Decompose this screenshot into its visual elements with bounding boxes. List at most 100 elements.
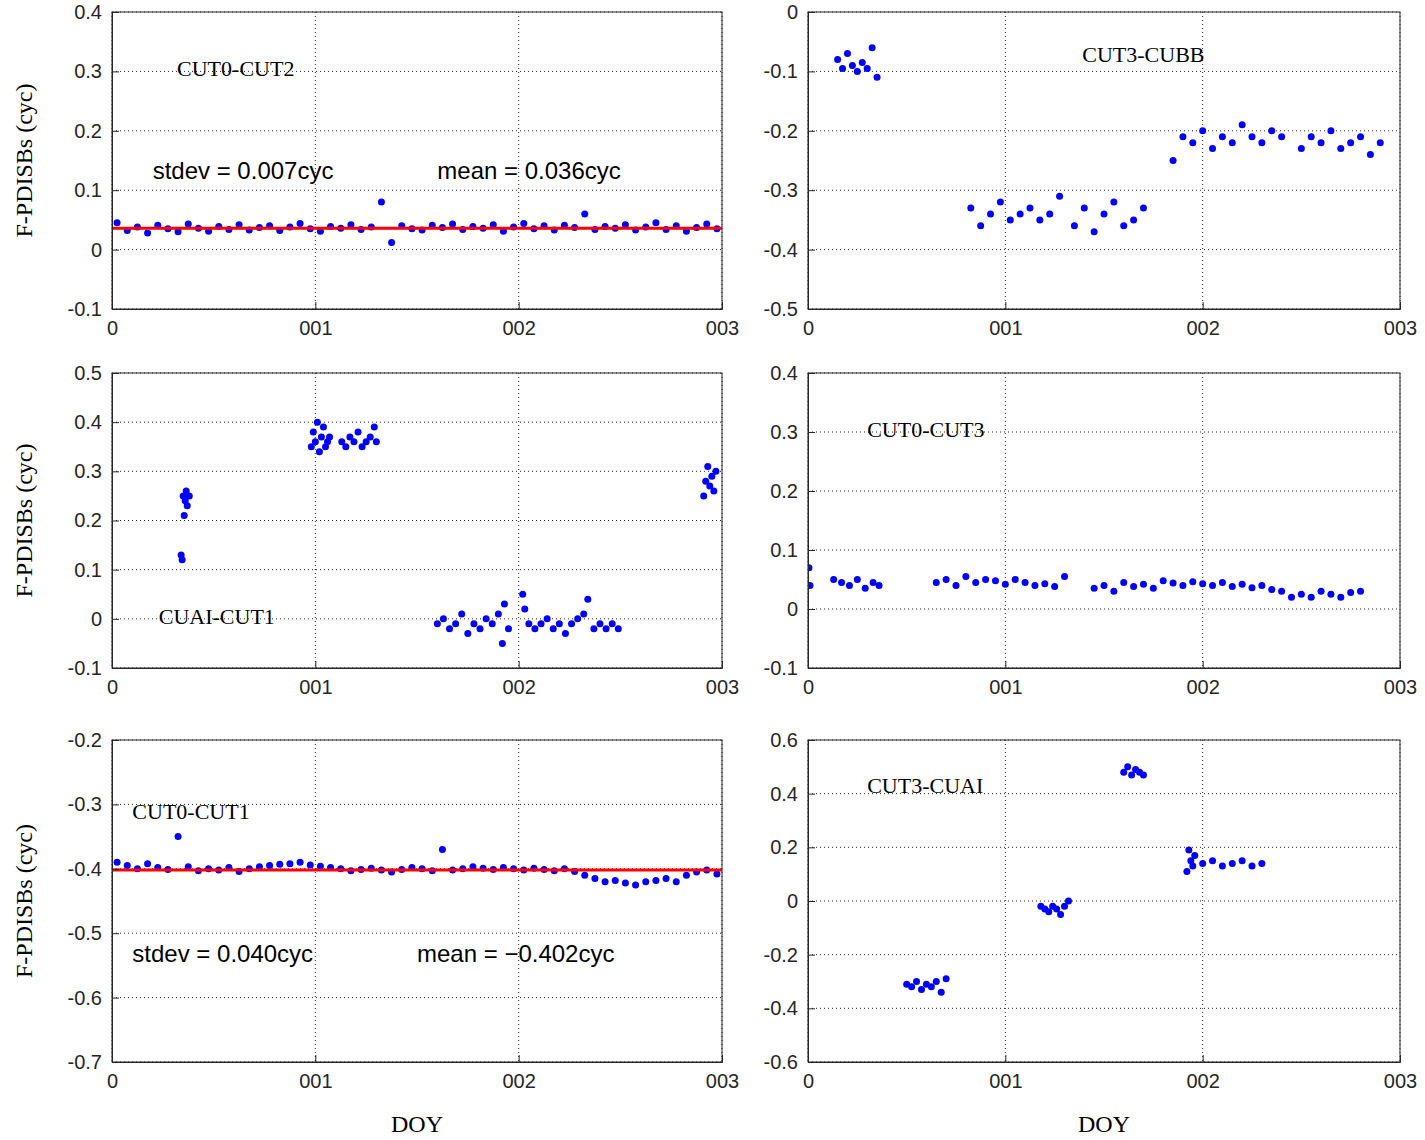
x-tick-label: 003 (706, 1070, 739, 1092)
y-tick-mark (808, 250, 815, 251)
scatter-point (449, 221, 456, 228)
scatter-point (184, 502, 191, 509)
y-tick-mark (808, 794, 815, 795)
y-tick-mark (112, 619, 119, 620)
grid-line-y (808, 130, 1400, 131)
y-tick-label: 0.2 (74, 120, 102, 142)
scatter-point (683, 872, 690, 879)
y-tick: -0.4 (764, 239, 815, 261)
y-tick-mark (808, 901, 815, 902)
y-tick: 0.2 (74, 509, 119, 531)
scatter-point (1239, 121, 1246, 128)
x-axis: 0001002003 (803, 302, 1417, 339)
grid-line-y (808, 550, 1400, 551)
x-axis: 0001002003 (107, 302, 739, 339)
x-tick-label: 002 (502, 317, 535, 339)
y-tick: -0.1 (68, 298, 119, 320)
x-tick-mark (1005, 661, 1006, 668)
y-tick-label: 0.4 (74, 1, 102, 23)
scatter-point (521, 606, 528, 613)
scatter-point (568, 620, 575, 627)
scatter-point (854, 68, 861, 75)
y-axis-title: F-PDISBs (cyc) (11, 84, 37, 238)
scatter-point (1258, 582, 1265, 589)
grid-line-x (1202, 373, 1203, 668)
scatter-point (378, 199, 385, 206)
scatter-point (483, 615, 490, 622)
scatter-point (1065, 898, 1072, 905)
y-tick-mark (112, 1062, 119, 1063)
y-tick-label: -0.3 (68, 793, 102, 815)
scatter-point (1219, 579, 1226, 586)
x-tick: 002 (1186, 302, 1219, 339)
scatter-point (933, 978, 940, 985)
panel-label: CUT0-CUT1 (132, 799, 249, 824)
statistic-label: stdev = 0.040cyc (132, 940, 313, 967)
y-tick: -0.3 (764, 179, 815, 201)
scatter-point (1185, 847, 1192, 854)
x-tick-label: 003 (706, 317, 739, 339)
scatter-point (830, 576, 837, 583)
y-tick: 0.2 (770, 836, 815, 858)
scatter-point (953, 582, 960, 589)
y-tick: 0 (787, 598, 815, 620)
scatter-point (312, 438, 319, 445)
scatter-point (908, 983, 915, 990)
scatter-point (846, 582, 853, 589)
grid-line-x (1202, 740, 1203, 1062)
y-tick-mark (112, 471, 119, 472)
scatter-point (838, 579, 845, 586)
scatter-point (1258, 139, 1265, 146)
scatter-point (181, 512, 188, 519)
scatter-point (652, 877, 659, 884)
y-tick-mark (808, 131, 815, 132)
y-tick-mark (112, 373, 119, 374)
scatter-point (1189, 863, 1196, 870)
scatter-point (434, 620, 441, 627)
x-tick: 002 (1186, 1055, 1219, 1092)
grid-line-x (315, 740, 316, 1062)
x-tick-label: 001 (299, 317, 332, 339)
scatter-point (597, 620, 604, 627)
x-tick: 001 (299, 661, 332, 698)
y-tick-mark (112, 12, 119, 13)
y-tick-mark (112, 933, 119, 934)
plot-frame (112, 373, 722, 668)
x-tick-label: 003 (1384, 1070, 1417, 1092)
x-tick-mark (315, 661, 316, 668)
scatter-point (1219, 863, 1226, 870)
scatter-point (342, 443, 349, 450)
scatter-point (1249, 584, 1256, 591)
scatter-point (1229, 583, 1236, 590)
panel-label: CUT0-CUT2 (177, 56, 294, 81)
scatter-point (1041, 580, 1048, 587)
scatter-point (1327, 591, 1334, 598)
x-tick-mark (519, 661, 520, 668)
scatter-point (1124, 763, 1131, 770)
y-tick: -0.1 (764, 60, 815, 82)
scatter-point (1308, 133, 1315, 140)
scatter-point (1199, 580, 1206, 587)
y-tick-mark (112, 422, 119, 423)
x-tick-mark (1400, 1055, 1401, 1062)
scatter-point (859, 59, 866, 66)
x-axis-line (809, 661, 1401, 669)
scatter-point (673, 878, 680, 885)
scatter-point (1036, 216, 1043, 223)
scatter-point (1017, 210, 1024, 217)
y-tick-label: 0.2 (770, 480, 798, 502)
scatter-point (297, 220, 304, 227)
grid-line-y (808, 491, 1400, 492)
grid-line-y (112, 130, 722, 131)
y-tick-label: -0.2 (764, 944, 798, 966)
plot-frame (112, 12, 722, 309)
y-axis-title: F-PDISBs (cyc) (11, 444, 37, 598)
scatter-point (1120, 222, 1127, 229)
scatter-point (1367, 151, 1374, 158)
x-tick: 002 (502, 1055, 535, 1092)
grid-line-y (808, 1008, 1400, 1009)
y-axis: -0.100.10.20.30.4 (68, 1, 119, 320)
scatter-point (977, 222, 984, 229)
grid-line-y (808, 954, 1400, 955)
scatter-point (663, 875, 670, 882)
